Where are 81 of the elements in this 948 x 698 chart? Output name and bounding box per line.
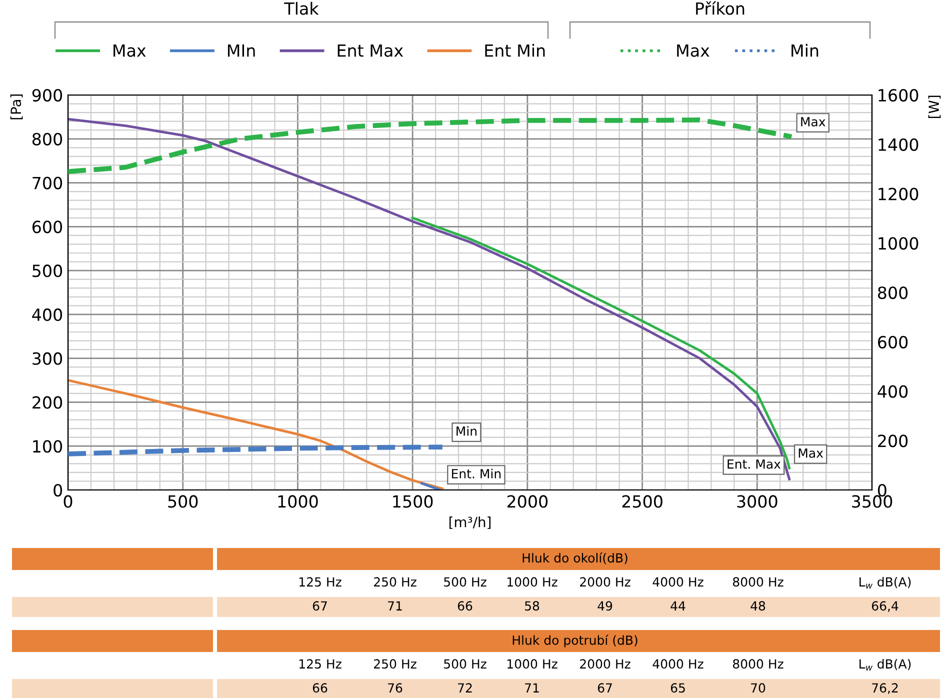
text: L$_{w}$ dB(A) [860,658,911,670]
annotation: Ent. Max [728,459,781,469]
legend-label: Ent Min [485,44,545,57]
y2-tick-label: 600 [878,336,908,348]
x-tick-label: 0 [64,495,72,508]
text: 2000 Hz [580,659,630,669]
text: 4000 Hz [652,659,704,669]
text: 500 Hz [444,577,486,587]
text: 1000 Hz [508,659,558,669]
line-series [411,216,791,470]
y2-axis-title: [W] [928,96,941,118]
text: Tlak [284,2,319,15]
x-tick-label: 3500 [852,495,892,508]
annotation: Ent. Min [452,468,501,478]
text: 70 [751,683,766,693]
legend-label: Ent Max [338,44,404,57]
y2-tick-label: 200 [878,434,908,448]
text: 2000 Hz [580,577,630,587]
legend-label: Max [677,44,710,57]
y-tick-label: 300 [32,352,62,365]
text: Hluk do okolí(dB) [522,552,628,564]
y-axis-title: [Pa] [10,94,23,120]
text: 66 [312,683,328,693]
y-tick-label: 100 [33,440,62,453]
text: 67 [598,683,612,693]
text: 44 [670,601,686,610]
y2-tick-label: 400 [878,385,908,398]
line-series [68,118,794,174]
text: 58 [525,601,540,611]
text: 500 Hz [444,659,486,669]
text: 250 Hz [374,659,416,669]
y-tick-label: 900 [32,88,62,102]
text: 4000 Hz [652,577,704,587]
text: 250 Hz [374,577,416,587]
text: 48 [750,601,766,611]
text: 8000 Hz [732,659,784,669]
text: Příkon [696,1,744,15]
y-tick-label: 200 [32,396,62,409]
legend-label: Min [792,44,818,57]
text: Hluk do potrubí (dB) [512,634,638,648]
y-tick-label: 400 [32,308,62,322]
y2-tick-label: 1400 [878,138,918,151]
x-axis-title: [m³/h] [449,516,491,529]
y-tick-label: 800 [32,132,62,146]
y2-tick-label: 1000 [878,237,918,250]
text: 71 [525,683,539,692]
y2-tick-label: 800 [878,286,908,300]
x-tick-label: 2000 [507,495,548,508]
y2-tick-label: 0 [878,484,886,497]
annotation: Max [798,448,824,458]
x-tick-label: 500 [168,495,198,508]
text: 67 [312,601,327,611]
text: 72 [458,683,472,692]
text: 125 Hz [299,659,342,669]
text: 1000 Hz [508,577,558,587]
line-series [68,379,444,490]
text: 71 [388,601,402,610]
y-tick-label: 500 [32,264,62,278]
text: 125 Hz [299,577,342,587]
y-tick-label: 600 [32,220,62,234]
y-tick-label: 0 [54,484,62,497]
legend-label: Max [114,44,146,57]
text: 76 [388,683,402,693]
line-series [68,118,791,480]
x-tick-label: 2500 [622,495,662,508]
text: 66 [458,601,472,611]
y2-tick-label: 1600 [878,88,918,102]
annotation: Max [801,117,826,126]
text: 76,2 [872,683,898,694]
text: L$_{w}$ dB(A) [860,576,911,588]
y-tick-label: 700 [32,176,62,190]
text: 49 [598,601,612,611]
text: 8000 Hz [732,577,784,587]
annotation: Min [456,426,476,436]
x-tick-label: 3000 [737,495,778,508]
legend-label: MIn [228,44,255,57]
x-tick-label: 1500 [393,495,433,508]
y2-tick-label: 1200 [878,188,918,200]
x-tick-label: 1000 [278,495,318,508]
text: 65 [670,683,685,693]
text: 66,4 [872,601,898,612]
